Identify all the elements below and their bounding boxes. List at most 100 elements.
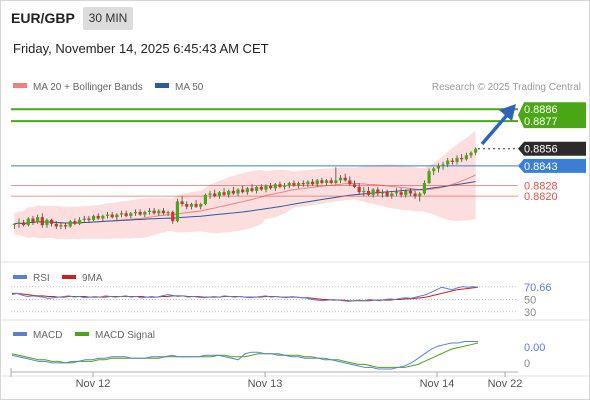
candle-body [283,185,287,187]
candle-body [105,214,110,216]
candle-body [12,223,16,225]
candle-body [115,214,119,218]
candle-body [129,213,133,216]
rsi-ma-legend-label: 9MA [82,273,103,284]
symbol-title: EUR/GBP [11,10,75,26]
rsi-line [11,286,479,302]
candle-body [241,189,245,193]
candle-body [54,223,58,227]
candle-body [436,165,440,169]
candle-body [222,192,226,195]
candle-body [455,157,459,162]
pivot-price-tag: 0.8843 [524,161,558,173]
candle-body [460,157,464,160]
candle-body [376,189,380,194]
interval-button[interactable]: 30 MIN [83,7,133,30]
candle-body [394,192,399,194]
candle-body [50,219,54,224]
pivot-price-tag-bg [518,158,586,173]
candle-body [138,211,142,215]
candle-body [408,190,413,194]
candle-body [352,184,357,187]
candle-body [189,204,194,207]
candle-body [371,189,375,195]
candle-body [101,215,105,219]
candle-body [59,225,63,227]
target-arrow-head [499,104,516,121]
candle-body [269,185,273,189]
candle-body [278,184,282,187]
candle-body [404,190,408,195]
candle-body [217,192,221,197]
target-arrow-shaft [480,112,510,146]
rsi-tick-label: 50 [524,295,536,307]
candle-body [124,213,128,216]
last-price-tag-bg [518,141,586,156]
candle-body [36,217,40,223]
candle-body [143,211,147,215]
candle-body [446,160,450,165]
candle-body [68,221,72,227]
candle-body [264,185,268,190]
ma50-legend-label: MA 50 [175,82,204,93]
candle-body [469,152,473,156]
bollinger-band [14,130,476,240]
candle-body [474,148,478,153]
candle-body [157,210,161,214]
candle-body [17,222,21,224]
candle-body [236,189,240,194]
candle-body [147,210,152,212]
candle-body [185,204,189,207]
candle-body [40,217,44,226]
credit-text: Research © 2025 Trading Central [432,82,581,93]
target-price-tag-bg [518,102,586,129]
candle-body [208,193,212,195]
last-price-tag: 0.8856 [524,144,558,156]
candle-body [77,219,82,224]
macd-tick-label: 0 [524,358,530,370]
candle-body [301,182,305,185]
candle-body [171,211,175,222]
candle-body [199,204,203,207]
candle-body [26,218,30,226]
candle-body [329,180,333,183]
candle-body [91,215,96,220]
candle-body [203,194,207,205]
candle-body [357,186,361,193]
candle-body [227,190,231,195]
macd-signal-legend-swatch [75,332,89,336]
support-price-tag: 0.8828 [524,181,558,193]
x-tick-label: Nov 12 [76,378,111,390]
candle-body [133,211,138,214]
candle-body [338,177,343,181]
candle-body [399,192,403,195]
candle-body [194,204,198,207]
candle-body [250,188,254,191]
candle-body [292,182,296,186]
candle-body [152,210,156,214]
target-price-tag: 0.8877 [524,116,558,128]
x-tick-label: Nov 13 [248,378,283,390]
candle-body [175,201,180,222]
candle-body [22,222,26,226]
candle-body [213,193,217,197]
candle-body [255,186,259,191]
candle-body [306,181,310,185]
candle-body [343,177,347,181]
candle-body [385,192,389,197]
rsi-legend-swatch [13,275,27,279]
candle-body [413,193,417,197]
rsi-legend-label: RSI [33,273,50,284]
ma20-legend-swatch [13,83,27,88]
candle-body [464,155,468,160]
candle-body [348,180,352,185]
support-price-tag: 0.8820 [524,191,558,203]
candle-body [418,193,422,197]
ma50-legend-swatch [155,83,169,88]
macd-legend-swatch [13,332,27,336]
macd-legend-label: MACD [33,330,62,341]
candle-body [427,171,431,183]
rsi-tick-label: 30 [524,307,536,319]
